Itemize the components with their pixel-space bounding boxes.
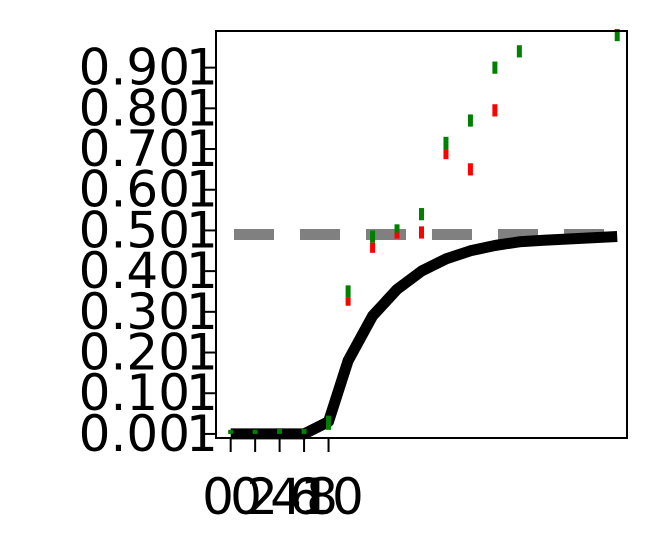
- green-interval-marker-2: [277, 429, 283, 434]
- red-interval-marker-7: [394, 232, 400, 239]
- x-tick-label-4: 6: [289, 468, 321, 526]
- red-interval-marker-9: [443, 149, 449, 160]
- y-tick-label-suffix-5: 1: [186, 201, 218, 259]
- green-interval-marker-6: [370, 230, 376, 243]
- y-tick-label-suffix-9: 1: [186, 39, 218, 97]
- x-tick-label-0: 0: [202, 468, 234, 526]
- y-tick-label-suffix-6: 1: [186, 161, 218, 219]
- red-interval-marker-5: [345, 297, 351, 306]
- y-tick-label-8: 0.80: [79, 79, 190, 137]
- series-line-0: [230, 231, 618, 440]
- green-interval-marker-1: [252, 429, 258, 434]
- y-tick-label-5: 0.50: [79, 201, 190, 259]
- x-tick-label-2: 2: [246, 468, 278, 526]
- green-interval-marker-12: [516, 45, 522, 58]
- y-tick-label-suffix-1: 1: [186, 364, 218, 422]
- x-tick-label-5: 8: [306, 468, 338, 526]
- red-interval-marker-11: [492, 104, 498, 117]
- y-tick-label-suffix-3: 1: [186, 283, 218, 341]
- y-tick-label-6: 0.60: [79, 161, 190, 219]
- interval-markers-group: [228, 28, 620, 434]
- red-interval-marker-6: [370, 242, 376, 253]
- green-interval-marker-4: [326, 415, 332, 430]
- y-tick-label-suffix-0: 1: [186, 405, 218, 463]
- y-tick-label-suffix-8: 1: [186, 79, 218, 137]
- y-tick-label-1: 0.10: [79, 364, 190, 422]
- axes-group: [215, 30, 628, 439]
- y-tick-label-9: 0.90: [79, 39, 190, 97]
- series-group: [230, 231, 618, 440]
- x-tick-label-1: 0: [230, 468, 262, 526]
- plot-frame: [215, 30, 628, 439]
- green-interval-marker-8: [419, 208, 424, 221]
- y-tick-label-suffix-7: 1: [186, 120, 218, 178]
- y-tick-label-0: 0.00: [79, 405, 190, 463]
- green-interval-marker-13: [614, 28, 620, 42]
- red-interval-marker-8: [419, 226, 424, 239]
- x-tick-label-3: 4: [270, 468, 302, 526]
- y-tick-label-7: 0.70: [79, 120, 190, 178]
- y-tick-label-3: 0.30: [79, 283, 190, 341]
- red-interval-marker-10: [467, 163, 473, 176]
- x-tick-label-6: 10: [300, 468, 364, 526]
- green-interval-marker-9: [443, 136, 449, 150]
- y-tick-label-2: 0.20: [79, 324, 190, 382]
- green-interval-marker-3: [301, 429, 307, 434]
- y-tick-label-4: 0.40: [79, 242, 190, 300]
- green-interval-marker-7: [394, 224, 400, 233]
- green-interval-marker-11: [492, 61, 498, 74]
- green-interval-marker-10: [467, 114, 473, 127]
- y-ticks-group: 0.0010.1010.2010.3010.4010.5010.6010.701…: [79, 39, 218, 463]
- green-interval-marker-5: [345, 285, 351, 298]
- green-interval-marker-0: [228, 429, 234, 434]
- y-tick-label-suffix-4: 1: [186, 242, 218, 300]
- y-tick-label-suffix-2: 1: [186, 324, 218, 382]
